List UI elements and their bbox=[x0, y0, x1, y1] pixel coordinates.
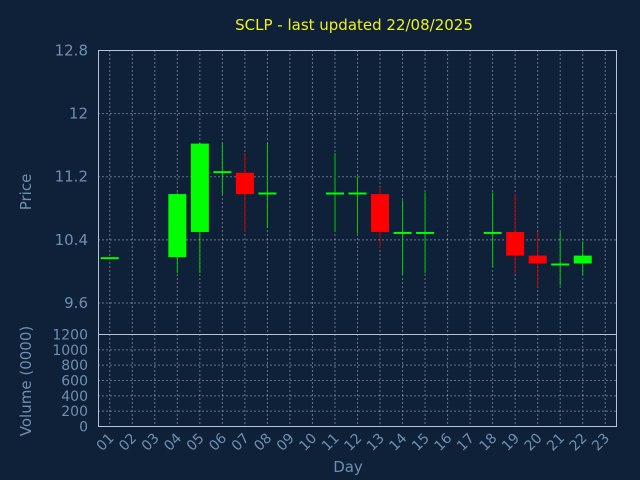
day-axis-label: Day bbox=[333, 458, 363, 476]
price-axis-label: Price bbox=[17, 174, 35, 211]
price-tick-label: 10.4 bbox=[55, 231, 88, 249]
candle-body bbox=[190, 143, 209, 232]
candle-body bbox=[393, 231, 412, 234]
candle-body bbox=[528, 255, 547, 264]
candle-body bbox=[325, 192, 344, 195]
volume-tick-label: 200 bbox=[61, 404, 88, 420]
volume-tick-label: 0 bbox=[79, 420, 88, 436]
price-tick-labels: 12.8 12 11.2 10.4 9.6 bbox=[55, 42, 88, 312]
price-tick-label: 12 bbox=[69, 105, 88, 123]
candle-body bbox=[348, 192, 367, 195]
price-tick-label: 9.6 bbox=[64, 294, 88, 312]
candlestick-series bbox=[100, 143, 592, 288]
candle-body bbox=[551, 263, 570, 266]
candle-body bbox=[235, 172, 254, 195]
candle-body bbox=[573, 255, 592, 264]
candle-body bbox=[258, 192, 277, 195]
candle-body bbox=[100, 257, 119, 260]
candle-body bbox=[168, 194, 187, 258]
candle-body bbox=[371, 194, 390, 232]
chart-title: SCLP - last updated 22/08/2025 bbox=[235, 16, 473, 34]
volume-plot-frame bbox=[98, 334, 617, 427]
candle-body bbox=[506, 231, 525, 256]
candle-body bbox=[483, 231, 502, 234]
price-tick-label: 11.2 bbox=[55, 168, 88, 186]
volume-tick-label: 1200 bbox=[52, 328, 88, 344]
volume-tick-label: 600 bbox=[61, 374, 88, 390]
price-grid bbox=[98, 50, 617, 335]
candle-body bbox=[213, 171, 232, 174]
day-tick-labels: 0102030405060708091011121314151617181920… bbox=[94, 430, 613, 454]
volume-grid bbox=[98, 334, 617, 427]
volume-axis-label: Volume (0000) bbox=[17, 326, 35, 436]
volume-tick-label: 1000 bbox=[52, 343, 88, 359]
candle-body bbox=[416, 231, 435, 234]
volume-tick-label: 400 bbox=[61, 389, 88, 405]
volume-tick-label: 800 bbox=[61, 358, 88, 374]
price-tick-label: 12.8 bbox=[55, 42, 88, 60]
